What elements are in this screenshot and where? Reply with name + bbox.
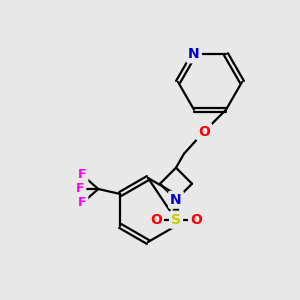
Text: O: O [198,125,210,139]
Text: F: F [78,196,86,209]
Text: F: F [78,169,86,182]
Text: N: N [170,193,182,207]
Text: N: N [188,47,200,61]
Text: F: F [76,182,85,196]
Text: S: S [171,213,181,227]
Text: O: O [190,213,202,227]
Text: O: O [150,213,162,227]
